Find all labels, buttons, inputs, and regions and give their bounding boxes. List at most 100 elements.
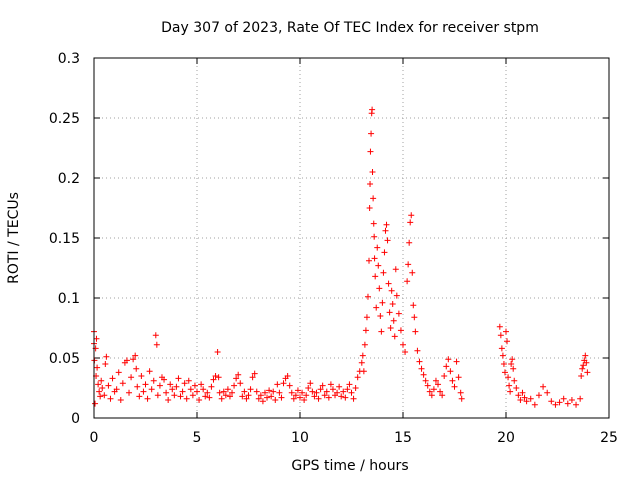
data-point (181, 380, 188, 387)
data-point (191, 382, 198, 389)
data-point (264, 394, 271, 401)
data-point (161, 376, 168, 383)
data-point (321, 392, 328, 399)
data-point (388, 287, 395, 294)
data-point (196, 397, 203, 403)
data-point (313, 389, 320, 396)
data-point (509, 356, 516, 363)
data-point (376, 285, 383, 292)
x-tick-label: 5 (193, 430, 202, 446)
data-point (564, 400, 571, 407)
data-point (290, 395, 297, 402)
y-axis-label: ROTI / TECUs (6, 192, 22, 284)
y-tick-label: 0.2 (58, 171, 80, 187)
y-tick-label: 0.25 (49, 111, 80, 127)
data-point (344, 386, 351, 393)
data-point (371, 255, 378, 262)
data-point (218, 395, 225, 402)
data-point (115, 369, 122, 376)
data-point (249, 374, 256, 381)
data-point (568, 397, 575, 403)
data-point (359, 352, 366, 359)
data-point (407, 219, 414, 226)
data-point (144, 395, 151, 402)
y-tick-label: 0.05 (49, 351, 80, 367)
data-point (432, 377, 439, 384)
data-point (517, 397, 524, 403)
data-point (577, 395, 584, 402)
data-point (123, 357, 130, 364)
data-point (334, 389, 341, 396)
data-point (366, 257, 373, 264)
data-point (105, 382, 112, 389)
data-point (496, 323, 503, 330)
data-point (346, 381, 353, 388)
data-point (154, 392, 161, 399)
data-point (94, 364, 101, 371)
data-point (133, 365, 140, 372)
data-point (142, 381, 149, 388)
data-point (416, 358, 423, 365)
y-tick-label: 0 (71, 411, 80, 427)
data-point (251, 370, 258, 377)
data-point (548, 398, 555, 405)
data-point (107, 395, 114, 402)
data-point (449, 377, 456, 384)
x-tick-label: 20 (497, 430, 515, 446)
data-point (380, 269, 387, 276)
data-point (500, 361, 507, 367)
data-point (404, 278, 411, 285)
data-point (284, 373, 291, 379)
data-point (311, 393, 318, 400)
data-point (510, 365, 517, 372)
data-point (187, 386, 194, 393)
data-point (237, 380, 244, 387)
data-point (309, 388, 316, 395)
data-point (400, 341, 406, 348)
data-point (138, 373, 145, 379)
data-point (97, 393, 104, 400)
data-point (552, 401, 559, 408)
data-point (117, 397, 124, 403)
data-point (270, 388, 277, 395)
data-point (241, 388, 248, 395)
data-point (580, 362, 587, 369)
data-point (406, 239, 413, 246)
data-point (103, 353, 110, 360)
data-point (374, 244, 381, 251)
data-point (384, 237, 391, 244)
data-point (387, 325, 394, 331)
data-point (443, 363, 450, 370)
data-point (167, 381, 174, 388)
data-point (424, 382, 431, 389)
data-point (358, 359, 365, 366)
x-axis-label: GPS time / hours (291, 458, 408, 474)
data-point (402, 349, 409, 355)
data-point (126, 389, 133, 396)
data-point (445, 356, 452, 363)
data-point (247, 386, 254, 393)
data-point (233, 375, 240, 382)
data-point (224, 386, 231, 393)
data-point (375, 262, 382, 269)
data-point (299, 389, 306, 396)
data-point (367, 148, 374, 155)
data-point (511, 377, 518, 384)
data-point (426, 388, 433, 395)
data-point (189, 392, 196, 399)
data-point (405, 261, 412, 268)
y-tick-label: 0.3 (58, 51, 80, 67)
x-tick-label: 0 (90, 430, 99, 446)
data-point (245, 392, 252, 399)
data-point (504, 338, 511, 345)
data-point (336, 383, 343, 390)
data-point (294, 387, 301, 394)
data-point (369, 106, 376, 113)
data-point (507, 388, 514, 395)
data-point (297, 394, 303, 401)
data-point (540, 383, 547, 390)
data-point (327, 381, 334, 388)
data-point (378, 328, 385, 335)
x-tick-label: 25 (600, 430, 618, 446)
